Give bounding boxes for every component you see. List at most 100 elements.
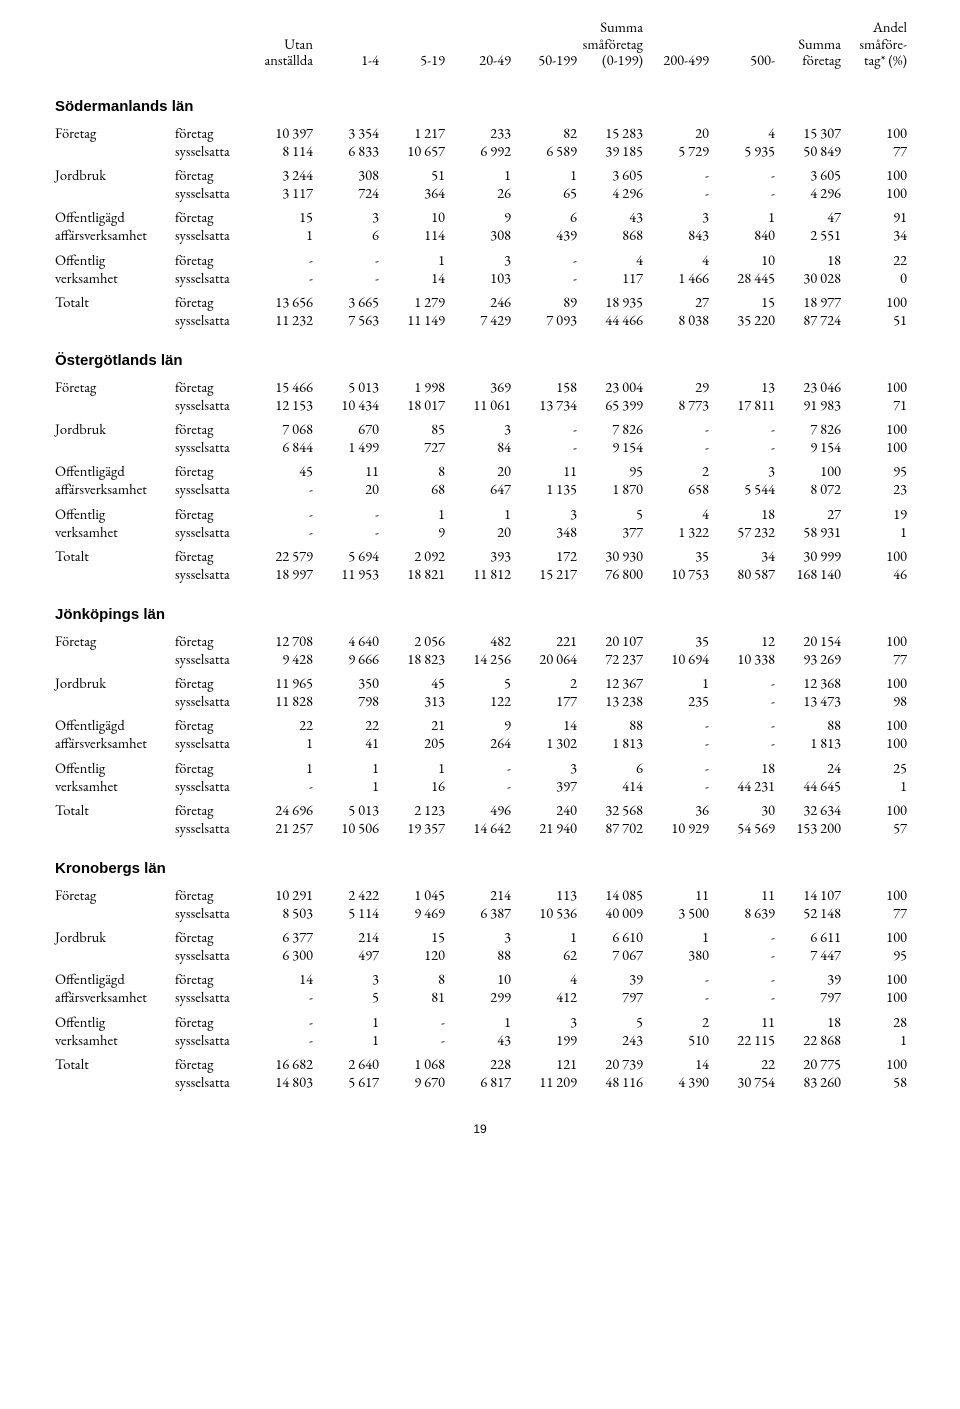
cell: 840 <box>709 227 775 245</box>
cell: 4 <box>643 506 709 524</box>
cell: 868 <box>577 227 643 245</box>
cell: 1 <box>313 778 379 796</box>
cell: 43 <box>577 209 643 227</box>
cell: - <box>511 270 577 288</box>
cell: 6 <box>511 209 577 227</box>
cell: - <box>445 778 511 796</box>
cell: 20 775 <box>775 1056 841 1074</box>
row-sublabel: företag <box>175 717 247 735</box>
cell: 482 <box>445 633 511 651</box>
row-sublabel: företag <box>175 633 247 651</box>
cell: 39 185 <box>577 143 643 161</box>
cell: 647 <box>445 481 511 499</box>
cell: 65 399 <box>577 397 643 415</box>
table-row: sysselsatta6 8441 49972784-9 154--9 1541… <box>55 439 907 457</box>
cell: 1 <box>313 760 379 778</box>
cell: 50 849 <box>775 143 841 161</box>
row-label: Jordbruk <box>55 421 175 439</box>
cell: 243 <box>577 1032 643 1050</box>
table-row: sysselsatta11 2327 56311 1497 4297 09344… <box>55 312 907 330</box>
cell: 1 279 <box>379 294 445 312</box>
cell: 397 <box>511 778 577 796</box>
cell: 364 <box>379 185 445 203</box>
cell: 14 <box>247 971 313 989</box>
cell: 6 387 <box>445 905 511 923</box>
table-row: sysselsatta9 4289 66618 82314 25620 0647… <box>55 651 907 669</box>
cell: 414 <box>577 778 643 796</box>
cell: 1 <box>445 506 511 524</box>
cell: 22 579 <box>247 548 313 566</box>
cell: 11 149 <box>379 312 445 330</box>
cell: 58 <box>841 1074 907 1092</box>
row-label <box>55 439 175 457</box>
cell: 3 117 <box>247 185 313 203</box>
cell: 7 429 <box>445 312 511 330</box>
cell: 117 <box>577 270 643 288</box>
row-sublabel: företag <box>175 760 247 778</box>
cell: 57 <box>841 820 907 838</box>
cell: 18 <box>709 760 775 778</box>
cell: 15 466 <box>247 379 313 397</box>
cell: - <box>379 1032 445 1050</box>
cell: 1 499 <box>313 439 379 457</box>
cell: 214 <box>445 887 511 905</box>
cell: 8 639 <box>709 905 775 923</box>
cell: 34 <box>841 227 907 245</box>
row-sublabel: företag <box>175 209 247 227</box>
cell: 3 500 <box>643 905 709 923</box>
row-label: verksamhet <box>55 270 175 288</box>
cell: 22 <box>247 717 313 735</box>
row-label: verksamhet <box>55 778 175 796</box>
cell: 36 <box>643 802 709 820</box>
cell: 5 729 <box>643 143 709 161</box>
cell: 9 666 <box>313 651 379 669</box>
cell: 23 <box>841 481 907 499</box>
section-title: Östergötlands län <box>55 330 907 379</box>
cell: 100 <box>841 735 907 753</box>
cell: 10 338 <box>709 651 775 669</box>
cell: - <box>709 947 775 965</box>
cell: 1 <box>445 167 511 185</box>
cell: 496 <box>445 802 511 820</box>
row-label: Offentlig <box>55 506 175 524</box>
cell: - <box>643 717 709 735</box>
cell: 4 296 <box>775 185 841 203</box>
cell: 54 569 <box>709 820 775 838</box>
row-label <box>55 820 175 838</box>
cell: 10 397 <box>247 125 313 143</box>
cell: 7 447 <box>775 947 841 965</box>
cell: 4 <box>511 971 577 989</box>
cell: 1 <box>247 227 313 245</box>
cell: 4 <box>709 125 775 143</box>
cell: 88 <box>577 717 643 735</box>
cell: 10 753 <box>643 566 709 584</box>
section-title: Kronobergs län <box>55 838 907 887</box>
table-row: Jordbrukföretag3 24430851113 605--3 6051… <box>55 167 907 185</box>
row-label <box>55 185 175 203</box>
cell: 3 <box>445 252 511 270</box>
cell: 7 093 <box>511 312 577 330</box>
cell: - <box>643 760 709 778</box>
cell: 39 <box>775 971 841 989</box>
col-header: 1-4 <box>313 20 379 76</box>
row-label: Företag <box>55 379 175 397</box>
row-sublabel: sysselsatta <box>175 651 247 669</box>
table-row: Företagföretag12 7084 6402 05648222120 1… <box>55 633 907 651</box>
col-header: Andelsmåföre-tag* (%) <box>841 20 907 76</box>
cell: 100 <box>841 929 907 947</box>
cell: 233 <box>445 125 511 143</box>
col-header: 500- <box>709 20 775 76</box>
row-label <box>55 312 175 330</box>
cell: 30 <box>709 802 775 820</box>
cell: 5 935 <box>709 143 775 161</box>
cell: 497 <box>313 947 379 965</box>
cell: 22 <box>841 252 907 270</box>
cell: 82 <box>511 125 577 143</box>
row-label: Totalt <box>55 548 175 566</box>
row-label: Företag <box>55 633 175 651</box>
cell: 10 694 <box>643 651 709 669</box>
cell: 26 <box>445 185 511 203</box>
cell: 15 217 <box>511 566 577 584</box>
row-sublabel: sysselsatta <box>175 1032 247 1050</box>
cell: 797 <box>775 989 841 1007</box>
